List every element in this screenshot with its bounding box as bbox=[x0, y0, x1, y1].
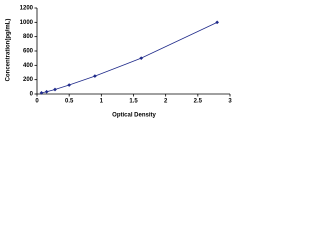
point bbox=[139, 56, 144, 61]
point bbox=[39, 91, 44, 95]
x-tick-label: 3 bbox=[228, 99, 232, 105]
y-tick-label: 1000 bbox=[20, 20, 34, 26]
y-tick-label: 1200 bbox=[20, 6, 34, 12]
x-tick-label: 1.5 bbox=[129, 99, 138, 105]
y-tick-label: 600 bbox=[23, 49, 34, 55]
x-tick-label: 0.5 bbox=[65, 99, 74, 105]
point bbox=[93, 74, 97, 78]
point bbox=[215, 20, 219, 25]
x-tick-label: 0 bbox=[35, 99, 39, 105]
y-tick-label: 0 bbox=[30, 92, 34, 98]
y-tick-label: 800 bbox=[23, 34, 34, 40]
chart: Optical Density Concentration(pg/mL) 020… bbox=[6, 6, 233, 119]
fit-line bbox=[41, 21, 218, 94]
point bbox=[44, 89, 49, 94]
x-tick-label: 2 bbox=[164, 99, 168, 105]
point bbox=[67, 83, 72, 87]
x-tick-label: 2.5 bbox=[194, 99, 203, 105]
point bbox=[53, 87, 57, 92]
x-tick-label: 1 bbox=[100, 99, 104, 105]
y-tick-label: 400 bbox=[23, 63, 34, 69]
x-axis-label: Optical Density bbox=[112, 113, 156, 119]
y-axis-label: Concentration(pg/mL) bbox=[6, 19, 12, 82]
y-tick-label: 200 bbox=[23, 77, 34, 83]
